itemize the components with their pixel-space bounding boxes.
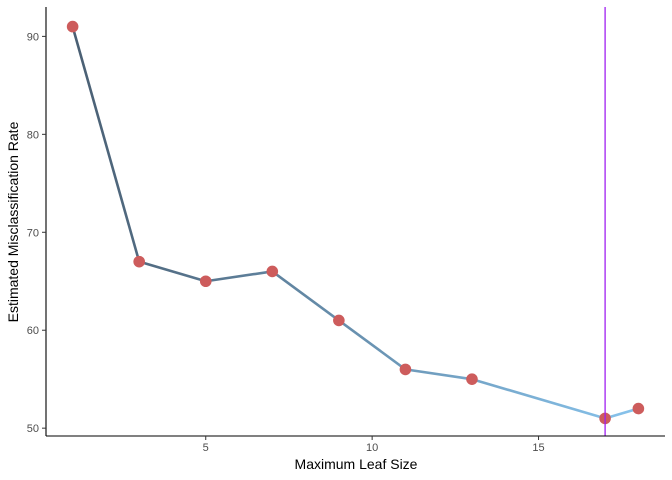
y-tick-label: 50 (27, 423, 39, 435)
y-tick-label: 80 (27, 129, 39, 141)
y-tick-label: 60 (27, 325, 39, 337)
y-tick-label: 70 (27, 227, 39, 239)
data-point (466, 373, 478, 385)
series-line (71, 25, 640, 420)
data-point (632, 402, 645, 415)
data-point (333, 314, 345, 327)
data-point (66, 20, 79, 33)
data-point (199, 275, 212, 288)
y-tick-label: 90 (27, 31, 39, 43)
x-axis-title: Maximum Leaf Size (295, 456, 418, 472)
data-point (399, 363, 412, 376)
plot-area (66, 7, 645, 436)
data-point (133, 255, 145, 268)
y-axis-title: Estimated Misclassification Rate (5, 121, 21, 322)
axis-ticks: 5 10 15 50 60 70 80 90 (27, 31, 545, 454)
x-tick-label: 10 (366, 442, 378, 454)
data-point (266, 265, 279, 278)
x-tick-label: 15 (532, 442, 544, 454)
x-tick-label: 5 (203, 442, 209, 454)
